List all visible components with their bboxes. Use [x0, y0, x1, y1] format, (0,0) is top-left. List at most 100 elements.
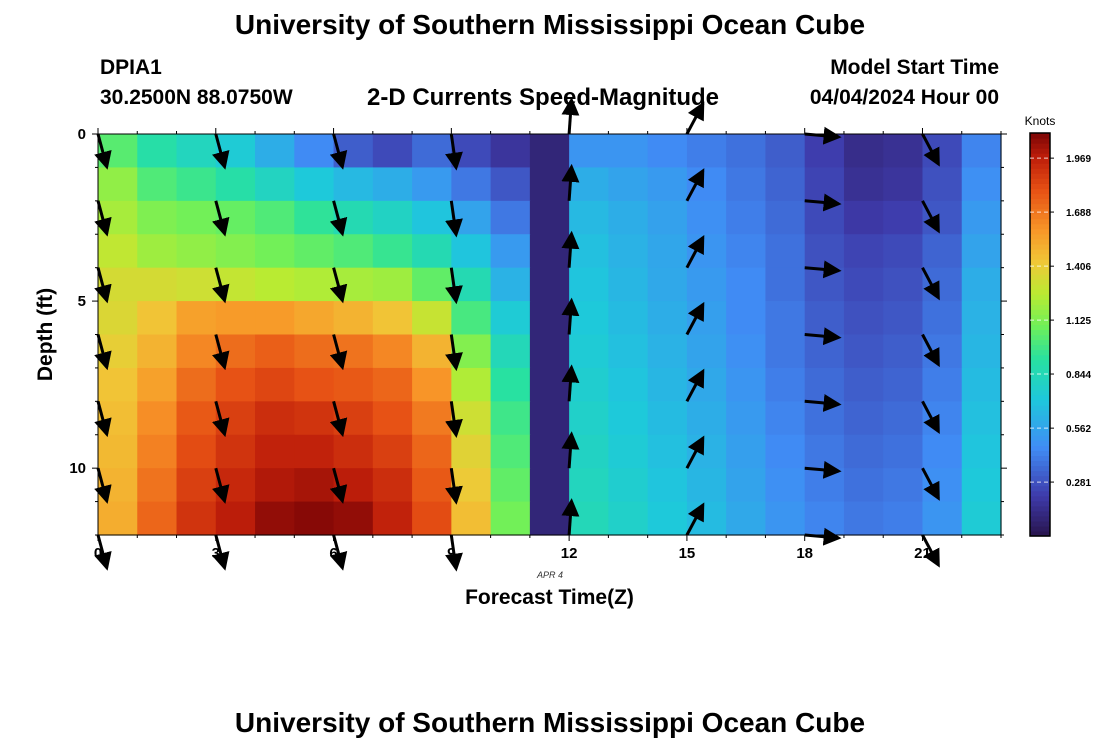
colorbar-segment — [1030, 374, 1050, 381]
colorbar-segment — [1030, 138, 1050, 144]
colorbar-segment — [1030, 505, 1050, 512]
colorbar-segment — [1030, 324, 1050, 331]
heatmap-cell — [490, 167, 531, 202]
current-vector — [94, 534, 112, 571]
colorbar-segment — [1030, 289, 1050, 295]
colorbar-segment — [1030, 193, 1050, 200]
colorbar-segment — [1030, 344, 1050, 351]
heatmap-cell — [372, 134, 413, 169]
heatmap-cell — [215, 434, 256, 469]
heatmap-cell — [333, 301, 374, 336]
colorbar-segment — [1030, 470, 1050, 477]
heatmap-cell — [883, 401, 924, 436]
heatmap-cell — [529, 334, 570, 369]
colorbar-segment — [1030, 450, 1050, 456]
heatmap-cell — [372, 434, 413, 469]
heatmap-cell — [137, 501, 178, 536]
heatmap-cell — [294, 134, 335, 169]
heatmap-cell — [333, 167, 374, 202]
heatmap-cell — [883, 501, 924, 536]
heatmap-cell — [569, 434, 609, 469]
heatmap-cell — [804, 401, 845, 436]
heatmap-cell — [412, 367, 452, 402]
heatmap-cell — [98, 167, 138, 202]
heatmap-cell — [608, 234, 649, 269]
colorbar-segment — [1030, 394, 1050, 401]
colorbar-tick-label: 1.969 — [1066, 154, 1091, 165]
heatmap-cell — [569, 401, 609, 436]
colorbar-segment — [1030, 153, 1050, 159]
heatmap-cell — [804, 434, 845, 469]
colorbar-segment — [1030, 510, 1050, 517]
heatmap-cell — [451, 301, 492, 336]
colorbar-segment — [1030, 339, 1050, 346]
colorbar-segment — [1030, 399, 1050, 406]
model-start-label: Model Start Time — [830, 56, 999, 79]
colorbar-segment — [1030, 420, 1050, 426]
heatmap-cell — [961, 401, 1002, 436]
colorbar-segment — [1030, 430, 1050, 436]
colorbar-segment — [1030, 223, 1050, 230]
x-axis-label: Forecast Time(Z) — [465, 586, 634, 609]
colorbar-segment — [1030, 183, 1050, 190]
y-tick-label: 10 — [69, 460, 86, 477]
heatmap-cell — [647, 167, 688, 202]
heatmap-cell — [804, 301, 845, 336]
colorbar-segment — [1030, 485, 1050, 492]
heatmap-cell — [765, 434, 806, 469]
colorbar-segment — [1030, 248, 1050, 255]
heatmap-cell — [765, 267, 806, 302]
current-vector — [329, 267, 348, 304]
colorbar-label: Knots — [1025, 114, 1056, 128]
colorbar-segment — [1030, 158, 1050, 164]
heatmap-cell — [294, 301, 335, 336]
current-vector — [561, 498, 580, 536]
colorbar-segment — [1030, 475, 1050, 482]
heatmap-cell — [922, 301, 963, 336]
x-tick-label: 0 — [94, 545, 102, 562]
heatmap-cell — [883, 334, 924, 369]
heatmap-cell — [804, 267, 845, 302]
current-vector — [445, 334, 463, 372]
plot-axes: 0 3 6 9 12 15 18 21 0 5 10 Forecast Time(Z) APR 4 Dep… — [34, 126, 1007, 609]
heatmap-cell — [137, 301, 178, 336]
colorbar-segment — [1030, 440, 1050, 446]
heatmap-cell — [765, 134, 806, 169]
heatmap-cell — [255, 167, 295, 202]
colorbar-segment — [1030, 173, 1050, 179]
heatmap-cell — [412, 301, 452, 336]
heatmap-cell — [451, 267, 492, 302]
heatmap-cell — [726, 234, 767, 269]
heatmap-cell — [137, 134, 178, 169]
heatmap-cell — [726, 134, 767, 169]
heatmap-cell — [647, 267, 688, 302]
heatmap-cell — [883, 434, 924, 469]
heatmap-cell — [765, 367, 806, 402]
heatmap-cell — [686, 468, 727, 503]
heatmap-cell — [922, 501, 963, 536]
heatmap-cell — [176, 434, 217, 469]
heatmap-cells — [98, 134, 1002, 536]
heatmap-cell — [529, 167, 570, 202]
heatmap-cell — [608, 334, 649, 369]
heatmap-cell — [294, 334, 335, 369]
heatmap-cell — [726, 267, 767, 302]
colorbar-tick-label: 1.688 — [1066, 208, 1091, 219]
colorbar-segment — [1030, 284, 1050, 290]
heatmap-cell — [372, 267, 413, 302]
heatmap-cell — [843, 367, 884, 402]
heatmap-cell — [529, 200, 570, 235]
heatmap-cell — [412, 200, 452, 235]
heatmap-cell — [961, 334, 1002, 369]
station-id: DPIA1 — [100, 56, 162, 79]
colorbar-segment — [1030, 163, 1050, 169]
heatmap-cell — [215, 167, 256, 202]
heatmap-cell — [804, 134, 845, 169]
colorbar: Knots 1.969 1.688 1.406 1.125 0.844 0.562 0.281 — [1025, 114, 1091, 537]
heatmap-cell — [451, 468, 492, 503]
chart-title: 2-D Currents Speed-Magnitude — [367, 84, 720, 111]
heatmap-cell — [255, 267, 295, 302]
heatmap-cell — [883, 301, 924, 336]
current-vector — [685, 301, 705, 336]
colorbar-segment — [1030, 405, 1050, 411]
